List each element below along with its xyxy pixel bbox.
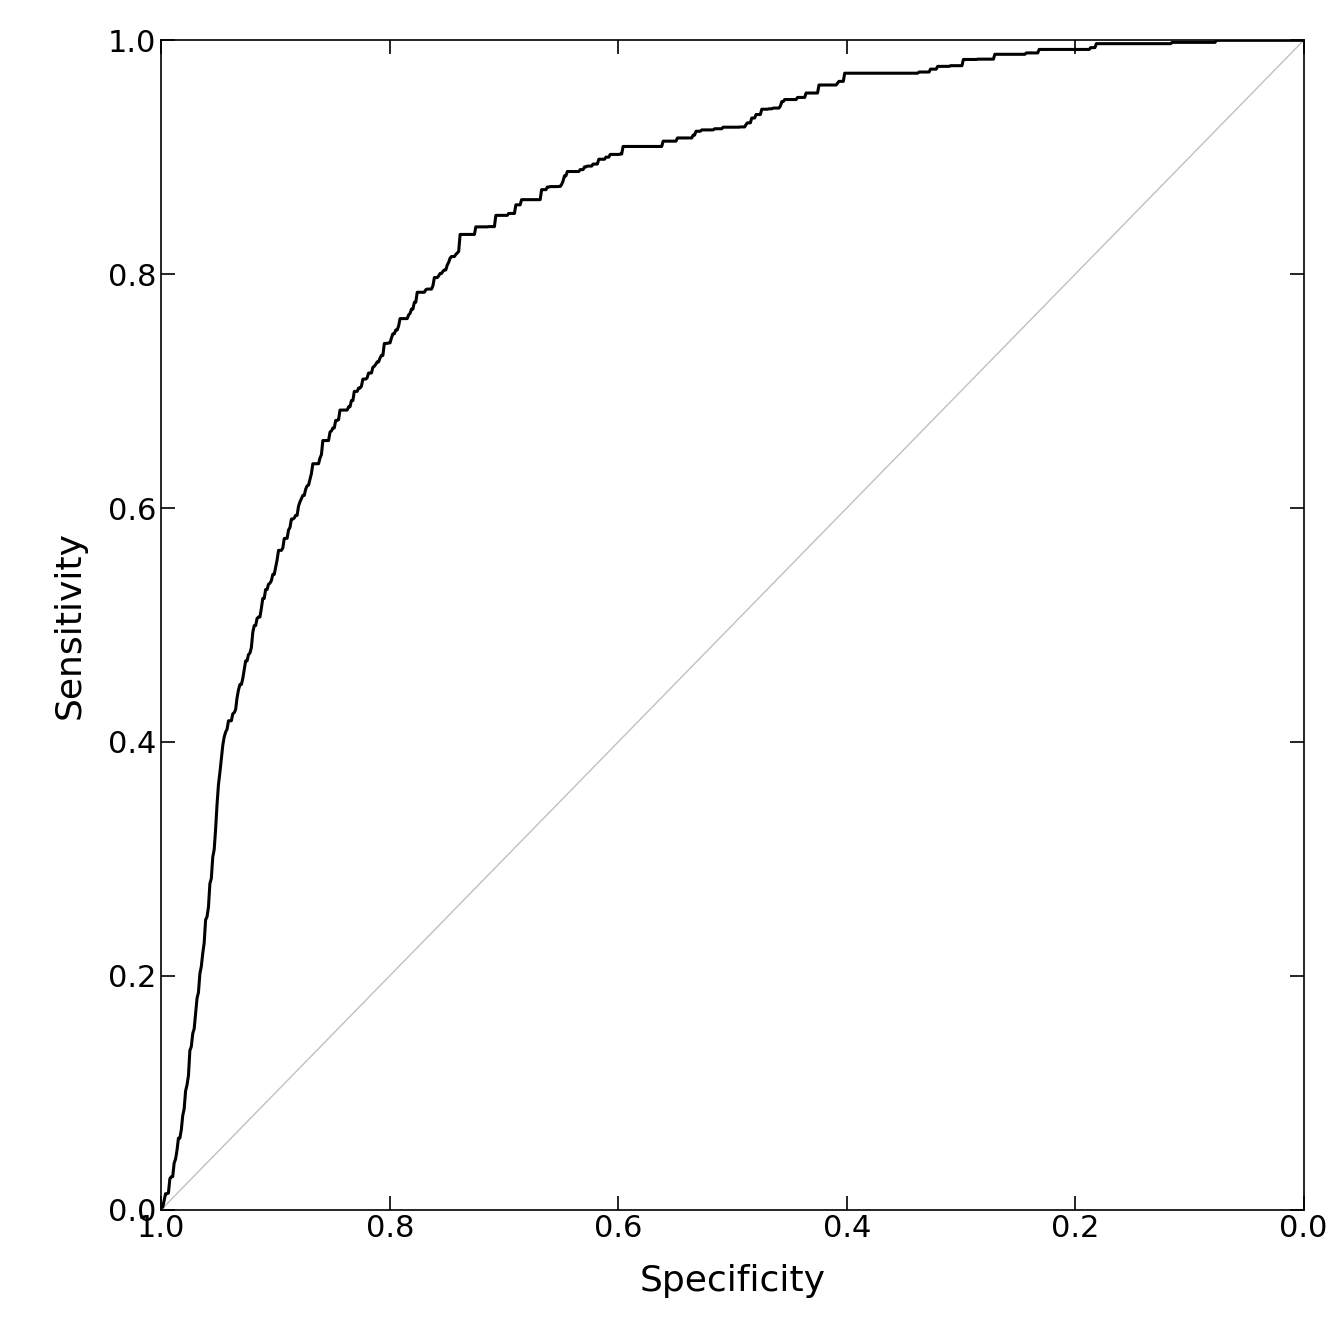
Y-axis label: Sensitivity: Sensitivity bbox=[52, 531, 87, 719]
X-axis label: Specificity: Specificity bbox=[640, 1265, 825, 1298]
